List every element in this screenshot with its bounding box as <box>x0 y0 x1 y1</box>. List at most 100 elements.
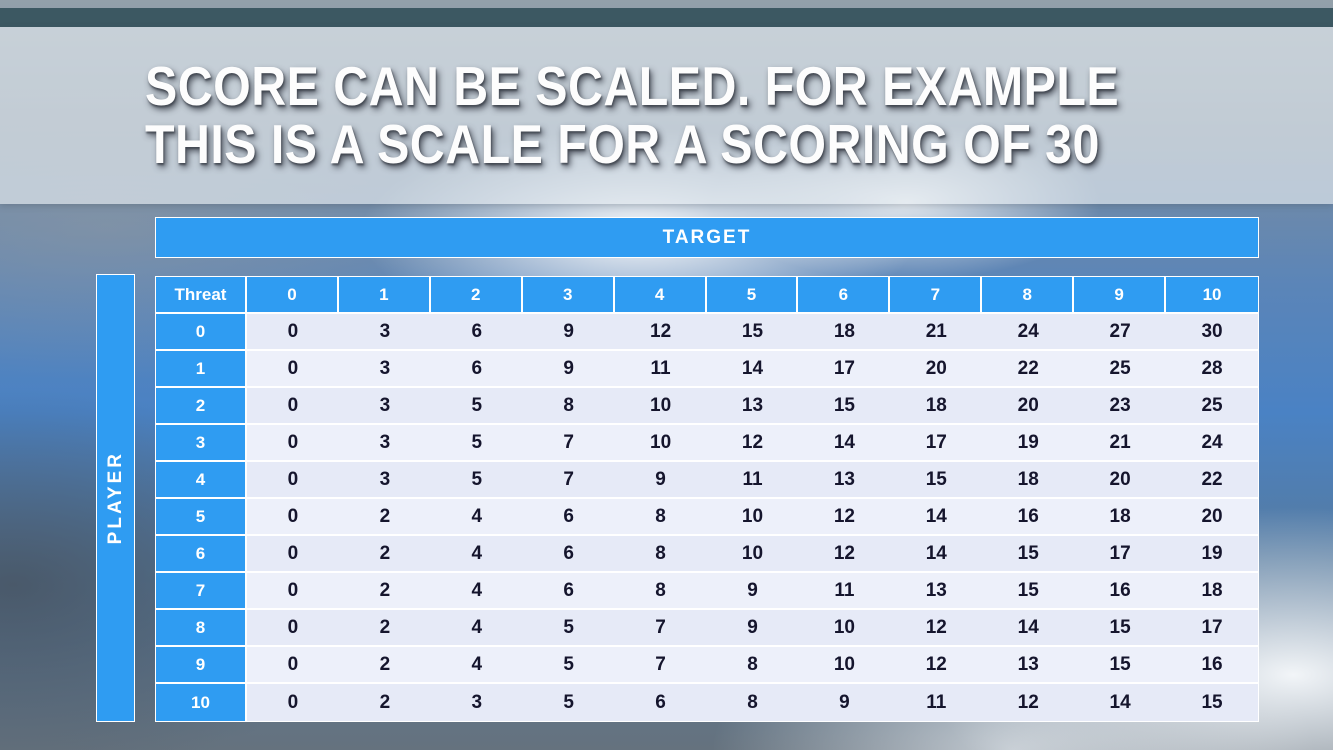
target-axis-header: TARGET <box>155 217 1259 258</box>
score-cell: 8 <box>706 684 799 721</box>
score-cell: 20 <box>890 351 983 388</box>
row-header-0: 0 <box>156 314 247 351</box>
score-cell: 9 <box>706 573 799 610</box>
score-cell: 7 <box>614 610 707 647</box>
score-table: Threat 0 1 2 3 4 5 6 7 8 9 10 0 0 3 6 9 12 15 18 21 24 27 30 1 0 3… <box>155 276 1259 722</box>
col-header-2: 2 <box>430 277 523 314</box>
score-cell: 4 <box>430 499 523 536</box>
player-label: PLAYER <box>104 451 126 545</box>
score-cell: 13 <box>890 573 983 610</box>
score-cell: 5 <box>522 684 615 721</box>
score-cell: 16 <box>1074 573 1167 610</box>
score-cell: 4 <box>430 647 523 684</box>
score-cell: 14 <box>1074 684 1167 721</box>
col-header-1: 1 <box>338 277 431 314</box>
score-cell: 10 <box>706 536 799 573</box>
score-cell: 13 <box>982 647 1075 684</box>
score-cell: 24 <box>982 314 1075 351</box>
col-header-8: 8 <box>982 277 1075 314</box>
score-cell: 2 <box>338 536 431 573</box>
score-cell: 16 <box>1166 647 1258 684</box>
score-cell: 21 <box>890 314 983 351</box>
slide-title: SCORE CAN BE SCALED. FOR EXAMPLE THIS IS… <box>145 57 1119 173</box>
score-cell: 8 <box>614 499 707 536</box>
score-cell: 6 <box>614 684 707 721</box>
score-cell: 12 <box>798 499 891 536</box>
col-header-9: 9 <box>1074 277 1167 314</box>
score-cell: 27 <box>1074 314 1167 351</box>
target-label: TARGET <box>662 226 752 248</box>
score-cell: 20 <box>1166 499 1258 536</box>
row-header-3: 3 <box>156 425 247 462</box>
score-cell: 0 <box>247 684 339 721</box>
score-cell: 22 <box>1166 462 1258 499</box>
score-cell: 5 <box>430 425 523 462</box>
score-cell: 20 <box>982 388 1075 425</box>
score-cell: 0 <box>247 314 339 351</box>
score-cell: 15 <box>890 462 983 499</box>
score-cell: 3 <box>338 462 431 499</box>
score-cell: 3 <box>338 425 431 462</box>
score-cell: 7 <box>522 462 615 499</box>
score-cell: 17 <box>798 351 891 388</box>
score-cell: 17 <box>1166 610 1258 647</box>
row-header-5: 5 <box>156 499 247 536</box>
score-cell: 12 <box>614 314 707 351</box>
row-header-4: 4 <box>156 462 247 499</box>
score-cell: 7 <box>522 425 615 462</box>
score-cell: 9 <box>522 314 615 351</box>
score-cell: 8 <box>614 573 707 610</box>
row-header-2: 2 <box>156 388 247 425</box>
score-cell: 13 <box>706 388 799 425</box>
row-header-1: 1 <box>156 351 247 388</box>
score-cell: 19 <box>1166 536 1258 573</box>
score-cell: 2 <box>338 647 431 684</box>
score-cell: 18 <box>1074 499 1167 536</box>
score-cell: 18 <box>1166 573 1258 610</box>
score-cell: 6 <box>430 351 523 388</box>
score-cell: 30 <box>1166 314 1258 351</box>
score-cell: 11 <box>798 573 891 610</box>
score-cell: 3 <box>430 684 523 721</box>
score-cell: 9 <box>614 462 707 499</box>
score-cell: 8 <box>522 388 615 425</box>
score-cell: 28 <box>1166 351 1258 388</box>
score-cell: 10 <box>798 610 891 647</box>
score-cell: 8 <box>614 536 707 573</box>
score-cell: 24 <box>1166 425 1258 462</box>
score-cell: 6 <box>430 314 523 351</box>
col-header-4: 4 <box>614 277 707 314</box>
score-cell: 4 <box>430 536 523 573</box>
score-cell: 9 <box>798 684 891 721</box>
score-cell: 2 <box>338 684 431 721</box>
top-accent-bar <box>0 8 1333 27</box>
score-cell: 6 <box>522 536 615 573</box>
score-cell: 10 <box>614 388 707 425</box>
score-cell: 12 <box>890 647 983 684</box>
score-cell: 4 <box>430 610 523 647</box>
title-line-2: THIS IS A SCALE FOR A SCORING OF 30 <box>145 113 1100 175</box>
score-cell: 17 <box>1074 536 1167 573</box>
score-cell: 11 <box>706 462 799 499</box>
col-header-0: 0 <box>247 277 339 314</box>
score-cell: 0 <box>247 573 339 610</box>
score-cell: 15 <box>982 573 1075 610</box>
score-cell: 12 <box>706 425 799 462</box>
row-header-9: 9 <box>156 647 247 684</box>
score-cell: 3 <box>338 351 431 388</box>
score-cell: 14 <box>890 536 983 573</box>
score-cell: 14 <box>706 351 799 388</box>
score-cell: 16 <box>982 499 1075 536</box>
col-header-6: 6 <box>798 277 891 314</box>
corner-cell-threat: Threat <box>156 277 247 314</box>
score-cell: 6 <box>522 499 615 536</box>
score-cell: 2 <box>338 610 431 647</box>
score-cell: 20 <box>1074 462 1167 499</box>
score-cell: 3 <box>338 314 431 351</box>
score-cell: 25 <box>1166 388 1258 425</box>
score-cell: 18 <box>982 462 1075 499</box>
score-cell: 0 <box>247 499 339 536</box>
col-header-10: 10 <box>1166 277 1258 314</box>
score-cell: 14 <box>798 425 891 462</box>
